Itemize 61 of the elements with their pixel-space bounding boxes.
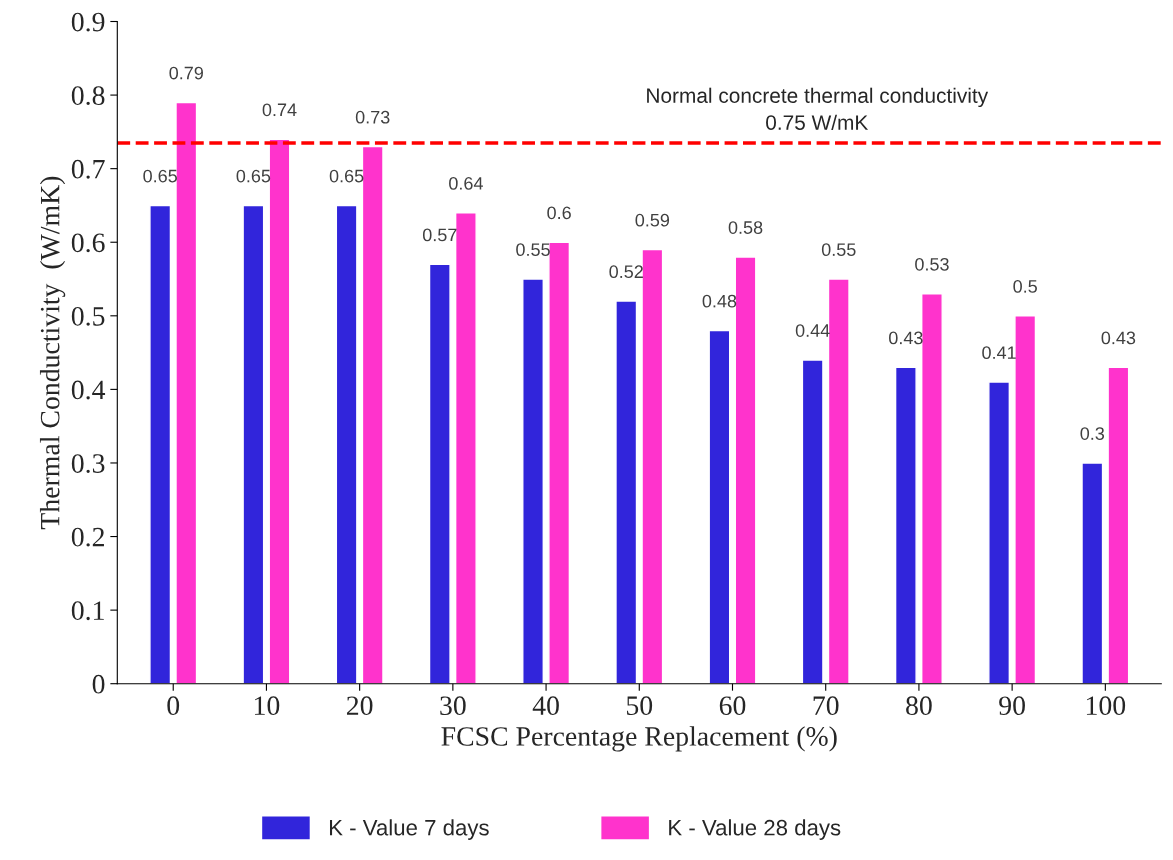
x-axis-title: FCSC Percentage Replacement (%) [441, 726, 837, 752]
y-tick-label: 0.1 [71, 601, 104, 621]
y-tick-label: 0.8 [71, 86, 105, 106]
x-tick-label: 50 [627, 696, 653, 716]
data-label: 0.5 [1013, 280, 1037, 293]
bar [1014, 315, 1037, 684]
data-label: 0.64 [449, 177, 483, 190]
x-tick-label: 0 [167, 696, 180, 716]
x-tick-label: 10 [254, 696, 280, 716]
data-label: 0.43 [1101, 331, 1136, 345]
data-label: 0.74 [262, 103, 297, 117]
legend-label: K - Value 7 days [329, 819, 489, 840]
bar [1081, 462, 1104, 684]
y-axis-title: Thermal Conductivity (W/mK) [39, 176, 66, 530]
data-label: 0.53 [915, 257, 949, 271]
bar [921, 293, 943, 684]
legend-label: K - Value 28 days [669, 819, 841, 840]
bar [894, 366, 917, 684]
x-tick-label: 20 [346, 696, 373, 716]
bar [268, 138, 291, 684]
data-label: 0.55 [821, 243, 856, 257]
y-tick-label: 0.4 [71, 380, 106, 400]
x-tick-label: 70 [813, 696, 839, 716]
data-label: 0.58 [728, 221, 763, 234]
bar [242, 204, 265, 684]
bar [1107, 366, 1130, 684]
x-tick-label: 30 [440, 696, 466, 716]
y-tick-label: 0.7 [71, 159, 105, 179]
x-tick-label: 80 [906, 696, 932, 716]
x-tick-label: 100 [1086, 696, 1126, 716]
bar [801, 359, 824, 684]
bar [175, 101, 198, 684]
bar [988, 381, 1011, 684]
data-label: 0.79 [169, 66, 203, 80]
y-tick-label: 0.9 [71, 12, 105, 32]
y-tick-label: 0.5 [71, 306, 105, 326]
data-label: 0.3 [1080, 427, 1105, 440]
data-label: 0.73 [355, 110, 390, 124]
bar [708, 329, 731, 684]
bar [615, 300, 638, 684]
x-tick-label: 40 [532, 696, 559, 716]
bar [149, 204, 172, 684]
bar [428, 263, 451, 684]
y-tick-label: 0.2 [71, 527, 104, 547]
y-tick-label: 0.6 [71, 233, 105, 253]
data-label: 0.55 [516, 243, 550, 257]
bar [522, 278, 544, 684]
data-label: 0.6 [547, 206, 571, 220]
y-tick-label: 0 [92, 674, 105, 694]
data-label: 0.59 [635, 213, 670, 227]
bar [641, 248, 664, 684]
bar [548, 241, 571, 684]
x-tick-label: 60 [719, 696, 746, 716]
data-label: 0.65 [143, 169, 177, 183]
data-label: 0.65 [236, 169, 271, 183]
data-label: 0.52 [609, 265, 643, 279]
data-label: 0.41 [982, 346, 1016, 360]
bar [335, 204, 358, 684]
ref-line-label: Normal concrete thermal conductivity 0.75 W/mK [647, 87, 989, 130]
y-tick-label: 0.3 [71, 454, 105, 473]
x-tick-label: 90 [999, 696, 1025, 716]
